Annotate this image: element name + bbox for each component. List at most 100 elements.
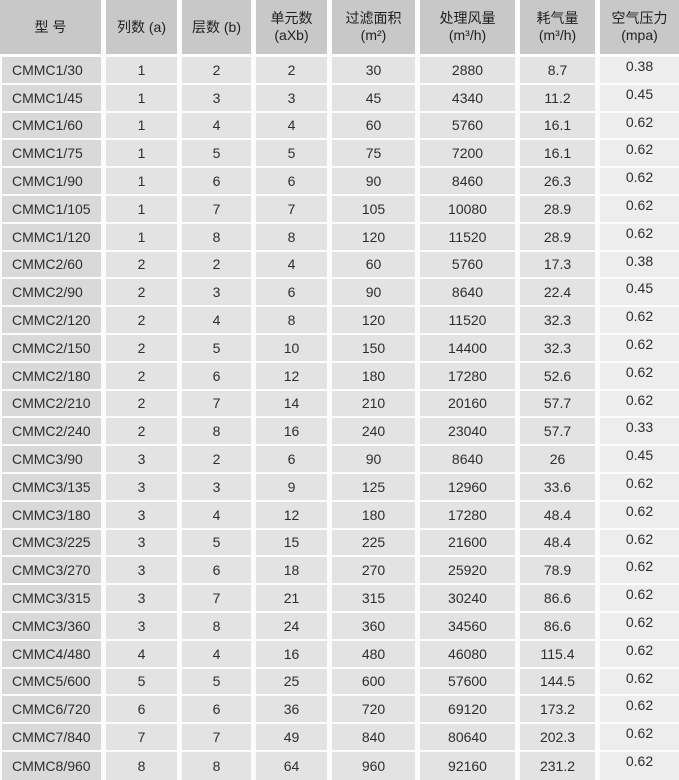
value-cell-layers_b: 4: [182, 307, 256, 335]
value-cell-columns_a: 8: [106, 751, 182, 780]
value-cell-units_axb: 10: [256, 334, 332, 363]
value-cell-units_axb: 6: [256, 446, 332, 474]
value-cell-air_usage: 17.3: [520, 251, 600, 280]
air-pressure-value: 0.62: [625, 335, 654, 352]
model-cell: CMMC1/120: [0, 223, 106, 252]
value-cell-air_volume: 80640: [420, 724, 520, 752]
model-cell: CMMC3/360: [0, 612, 106, 641]
value-cell-air_volume: 4340: [420, 84, 520, 113]
column-header-air_usage: 耗气量 (m³/h): [520, 0, 600, 57]
model-cell: CMMC1/60: [0, 112, 106, 141]
table-row: CMMC2/210 2 7 14 210 20160 57.7 0.62: [0, 390, 679, 419]
air-pressure-value: 0.38: [625, 252, 654, 269]
value-cell-filter_area: 105: [332, 195, 420, 224]
table-row: CMMC2/180 2 6 12 180 17280 52.6 0.62: [0, 362, 679, 391]
value-cell-units_axb: 64: [256, 751, 332, 780]
table-row: CMMC3/225 3 5 15 225 21600 48.4 0.62: [0, 529, 679, 558]
value-cell-layers_b: 5: [182, 529, 256, 558]
value-cell-air_usage: 86.6: [520, 585, 600, 613]
header-unit: (m²): [360, 27, 387, 43]
table-row: CMMC7/840 7 7 49 840 80640 202.3 0.62: [0, 724, 679, 752]
value-cell-filter_area: 60: [332, 112, 420, 141]
value-cell-units_axb: 4: [256, 112, 332, 141]
header-label: 过滤面积: [345, 10, 402, 27]
value-cell-layers_b: 3: [182, 473, 256, 502]
value-cell-units_axb: 2: [256, 57, 332, 85]
value-cell-filter_area: 75: [332, 140, 420, 169]
air-pressure-cell: 0.62: [600, 362, 679, 391]
value-cell-filter_area: 45: [332, 84, 420, 113]
value-cell-filter_area: 270: [332, 557, 420, 586]
value-cell-units_axb: 6: [256, 168, 332, 196]
value-cell-air_volume: 5760: [420, 112, 520, 141]
model-cell: CMMC3/90: [0, 446, 106, 474]
value-cell-columns_a: 3: [106, 557, 182, 586]
header-label: 列数 (a): [117, 18, 166, 35]
column-header-columns_a: 列数 (a): [106, 0, 182, 57]
value-cell-layers_b: 8: [182, 223, 256, 252]
air-pressure-cell: 0.62: [600, 640, 679, 669]
value-cell-air_volume: 17280: [420, 501, 520, 530]
value-cell-filter_area: 150: [332, 334, 420, 363]
air-pressure-cell: 0.62: [600, 140, 679, 169]
value-cell-air_usage: 22.4: [520, 279, 600, 308]
value-cell-layers_b: 2: [182, 251, 256, 280]
value-cell-air_volume: 34560: [420, 612, 520, 641]
air-pressure-value: 0.62: [625, 196, 654, 213]
table-row: CMMC3/315 3 7 21 315 30240 86.6 0.62: [0, 585, 679, 613]
value-cell-columns_a: 1: [106, 195, 182, 224]
model-cell: CMMC5/600: [0, 668, 106, 697]
value-cell-air_usage: 115.4: [520, 640, 600, 669]
value-cell-units_axb: 5: [256, 140, 332, 169]
table-row: CMMC1/105 1 7 7 105 10080 28.9 0.62: [0, 195, 679, 224]
value-cell-columns_a: 1: [106, 140, 182, 169]
value-cell-layers_b: 6: [182, 557, 256, 586]
value-cell-filter_area: 600: [332, 668, 420, 697]
model-cell: CMMC1/30: [0, 57, 106, 85]
table-row: CMMC6/720 6 6 36 720 69120 173.2 0.62: [0, 696, 679, 725]
air-pressure-cell: 0.62: [600, 390, 679, 419]
value-cell-air_usage: 8.7: [520, 57, 600, 85]
value-cell-columns_a: 2: [106, 334, 182, 363]
value-cell-layers_b: 7: [182, 195, 256, 224]
value-cell-air_volume: 92160: [420, 751, 520, 780]
value-cell-columns_a: 3: [106, 446, 182, 474]
value-cell-air_usage: 16.1: [520, 112, 600, 141]
value-cell-columns_a: 2: [106, 390, 182, 419]
air-pressure-cell: 0.62: [600, 168, 679, 196]
air-pressure-value: 0.45: [625, 280, 654, 297]
value-cell-air_volume: 11520: [420, 223, 520, 252]
header-label: 层数 (b): [192, 18, 241, 35]
table-row: CMMC1/90 1 6 6 90 8460 26.3 0.62: [0, 168, 679, 196]
value-cell-units_axb: 14: [256, 390, 332, 419]
column-header-units_axb: 单元数 (aXb): [256, 0, 332, 57]
air-pressure-value: 0.62: [625, 558, 654, 575]
value-cell-layers_b: 2: [182, 57, 256, 85]
value-cell-filter_area: 30: [332, 57, 420, 85]
value-cell-units_axb: 12: [256, 501, 332, 530]
air-pressure-cell: 0.33: [600, 418, 679, 447]
model-cell: CMMC7/840: [0, 724, 106, 752]
value-cell-air_usage: 32.3: [520, 307, 600, 335]
air-pressure-cell: 0.45: [600, 84, 679, 113]
air-pressure-cell: 0.62: [600, 696, 679, 725]
value-cell-columns_a: 3: [106, 501, 182, 530]
model-cell: CMMC3/270: [0, 557, 106, 586]
air-pressure-value: 0.45: [625, 85, 654, 102]
value-cell-columns_a: 3: [106, 473, 182, 502]
model-cell: CMMC2/210: [0, 390, 106, 419]
value-cell-units_axb: 3: [256, 84, 332, 113]
air-pressure-value: 0.62: [625, 363, 654, 380]
value-cell-air_usage: 231.2: [520, 751, 600, 780]
air-pressure-value: 0.38: [625, 58, 654, 74]
air-pressure-cell: 0.62: [600, 557, 679, 586]
model-cell: CMMC2/90: [0, 279, 106, 308]
air-pressure-value: 0.62: [625, 169, 654, 186]
model-cell: CMMC3/135: [0, 473, 106, 502]
value-cell-units_axb: 7: [256, 195, 332, 224]
table-row: CMMC1/30 1 2 2 30 2880 8.7 0.38: [0, 57, 679, 85]
table-row: CMMC5/600 5 5 25 600 57600 144.5 0.62: [0, 668, 679, 697]
value-cell-air_usage: 86.6: [520, 612, 600, 641]
value-cell-layers_b: 4: [182, 112, 256, 141]
